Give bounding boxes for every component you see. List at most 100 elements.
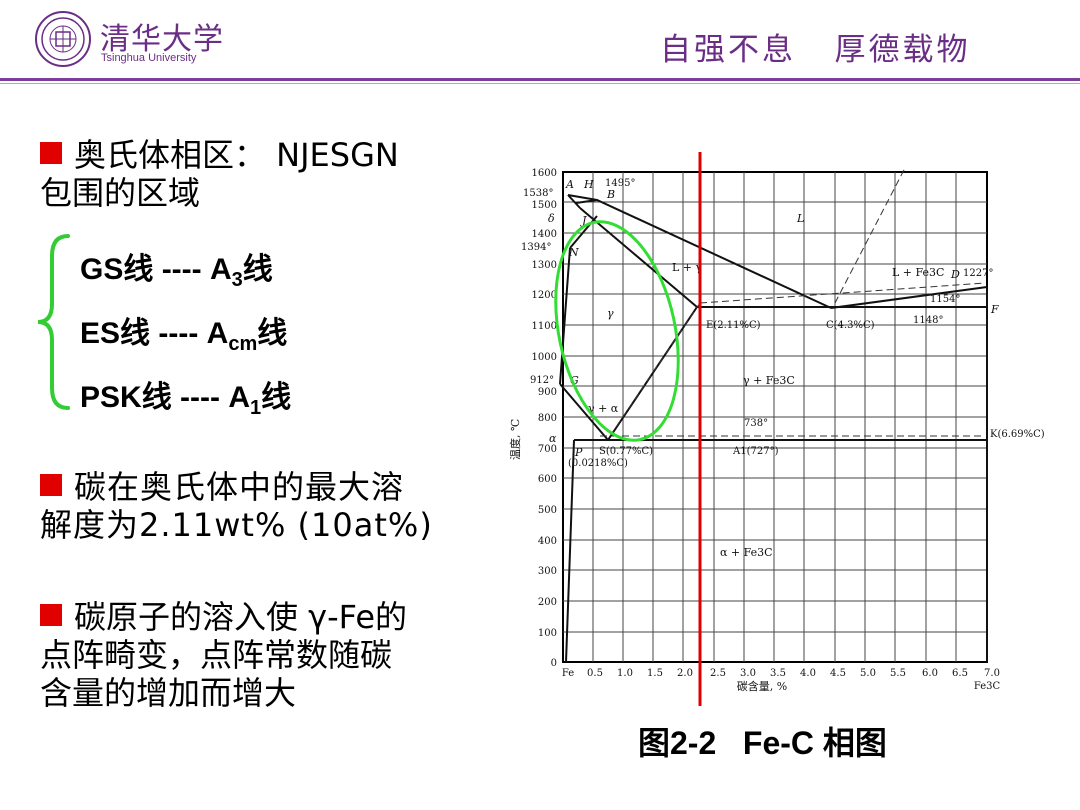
university-name-en: Tsinghua University	[101, 52, 197, 64]
x-tick-label: 4.0	[800, 668, 816, 679]
header-divider	[0, 78, 1080, 81]
y-tick-label: 1500	[532, 200, 557, 211]
x-axis-label: 碳含量, %	[737, 679, 787, 693]
y-tick-label: 1200	[532, 290, 557, 301]
x-tick-label: 2.0	[677, 668, 693, 679]
header-divider-thin	[0, 83, 1080, 84]
region-label: α + Fe3C	[720, 546, 773, 559]
annotation-p: (0.0218%C)	[568, 458, 628, 469]
metastable-lines	[600, 167, 986, 437]
x-axis-ticks: Fe 0.5 1.0 1.5 2.0 2.5 3.0 3.5 4.0 4.5 5…	[562, 668, 1000, 679]
x-tick-label: 1.5	[647, 668, 663, 679]
bullet-text-line: 点阵畸变，点阵常数随碳	[40, 636, 393, 674]
x-tick-label: 6.5	[952, 668, 968, 679]
region-label: L	[796, 212, 804, 225]
y-tick-label: 1300	[532, 260, 557, 271]
annotation-a1: A1(727°)	[732, 446, 779, 457]
region-label: γ + α	[588, 402, 619, 415]
bullet-text-line: 含量的增加而增大	[40, 674, 297, 712]
point-label: F	[990, 303, 999, 316]
region-label: L + Fe3C	[892, 266, 944, 279]
point-label: H	[583, 178, 594, 191]
y-tick-label: 1600	[532, 168, 557, 179]
point-label: N	[568, 246, 579, 259]
line-es-acm: ES线 ---- Acm线	[80, 316, 288, 355]
temp-label: 1394°	[521, 242, 551, 253]
temp-label: 1148°	[913, 315, 943, 326]
point-label: δ	[548, 212, 555, 225]
annotation-e: E(2.11%C)	[706, 320, 761, 331]
x-tick-label: 5.5	[890, 668, 906, 679]
bullet-lattice-distortion: 碳原子的溶入使 γ-Fe的 点阵畸变，点阵常数随碳 含量的增加而增大	[40, 598, 455, 712]
university-name-cn: 清华大学	[100, 22, 224, 57]
x-tick-label: 5.0	[860, 668, 876, 679]
y-tick-label: 0	[551, 658, 557, 669]
bullet-text-line: 解度为2.11wt% (10at%)	[40, 506, 433, 544]
bullet-text-line: 奥氏体相区： NJESGN	[74, 136, 399, 174]
temp-label: 1154°	[930, 294, 960, 305]
temperature-labels: 1538° 1495° 1394° 912° 1227° 1154° 1148°…	[521, 178, 993, 429]
point-label: J	[580, 214, 587, 227]
region-label: L + γ	[672, 261, 703, 274]
y-tick-label: 700	[538, 444, 557, 455]
line-psk-a1: PSK线 ---- A1线	[80, 380, 292, 419]
bullet-square-icon	[40, 604, 62, 626]
slide-header: 清华大学 Tsinghua University 自强不息 厚德载物	[0, 0, 1080, 84]
temp-label: 1227°	[963, 268, 993, 279]
y-tick-label: 1100	[532, 321, 557, 332]
phase-lines	[559, 194, 988, 663]
region-labels: L L + γ L + Fe3C γ γ + Fe3C γ + α α + Fe…	[588, 212, 944, 559]
bullet-square-icon	[40, 474, 62, 496]
y-tick-label: 800	[538, 413, 557, 424]
annotation-k: K(6.69%C)	[990, 429, 1045, 440]
y-tick-label: 500	[538, 505, 557, 516]
annotation-s: S(0.77%C)	[599, 446, 653, 457]
temp-label: 912°	[530, 375, 554, 386]
x-tick-label: Fe	[562, 668, 574, 679]
bullet-text-line: 碳原子的溶入使 γ-Fe的	[74, 598, 408, 636]
y-tick-label: 200	[538, 597, 557, 608]
bullet-text-line: 碳在奥氏体中的最大溶	[74, 468, 405, 506]
y-tick-label: 300	[538, 566, 557, 577]
x-tick-label: 0.5	[587, 668, 603, 679]
curly-brace-icon	[37, 234, 70, 410]
x-tick-label: 7.0	[984, 668, 1000, 679]
x-tick-label: 3.5	[770, 668, 786, 679]
x-tick-label: 4.5	[830, 668, 846, 679]
point-labels: A H B δ J N G α P D F	[548, 178, 999, 459]
x-axis-end-label: Fe3C	[974, 681, 1001, 692]
line-gs-a3: GS线 ---- A3线	[80, 252, 273, 291]
point-label: α	[549, 432, 557, 445]
university-motto: 自强不息 厚德载物	[660, 32, 971, 68]
y-tick-label: 1400	[532, 229, 557, 240]
region-label: γ	[607, 307, 614, 320]
bullet-austenite-region: 奥氏体相区： NJESGN 包围的区域	[40, 136, 455, 212]
temp-label: 1495°	[605, 178, 635, 189]
x-tick-label: 3.0	[740, 668, 756, 679]
temp-label: 738°	[744, 418, 768, 429]
y-tick-label: 1000	[532, 352, 557, 363]
austenite-highlight-ellipse	[554, 220, 680, 442]
bullet-square-icon	[40, 142, 62, 164]
bullet-text-line: 包围的区域	[40, 174, 201, 212]
point-label: G	[570, 374, 579, 387]
university-seal-icon	[35, 11, 91, 67]
point-label: P	[574, 446, 583, 459]
figure-caption: 图2-2 Fe-C 相图	[638, 725, 887, 761]
x-tick-label: 1.0	[617, 668, 633, 679]
y-axis-ticks: 1600 1500 1400 1300 1200 1100 1000 900 8…	[532, 168, 557, 669]
point-label: A	[565, 178, 574, 191]
bullet-max-solubility: 碳在奥氏体中的最大溶 解度为2.11wt% (10at%)	[40, 468, 455, 544]
y-tick-label: 400	[538, 536, 557, 547]
diagram-grid	[562, 171, 988, 663]
y-tick-label: 600	[538, 474, 557, 485]
temp-label: 1538°	[523, 188, 553, 199]
point-label: B	[606, 188, 615, 201]
fe-c-phase-diagram: 1600 1500 1400 1300 1200 1100 1000 900 8…	[508, 152, 1045, 706]
region-label: γ + Fe3C	[743, 374, 795, 387]
x-tick-label: 2.5	[710, 668, 726, 679]
y-tick-label: 100	[538, 628, 557, 639]
composition-annotations: E(2.11%C) C(4.3%C) S(0.77%C) (0.0218%C) …	[568, 320, 1045, 469]
point-label: D	[950, 268, 960, 281]
y-tick-label: 900	[538, 387, 557, 398]
